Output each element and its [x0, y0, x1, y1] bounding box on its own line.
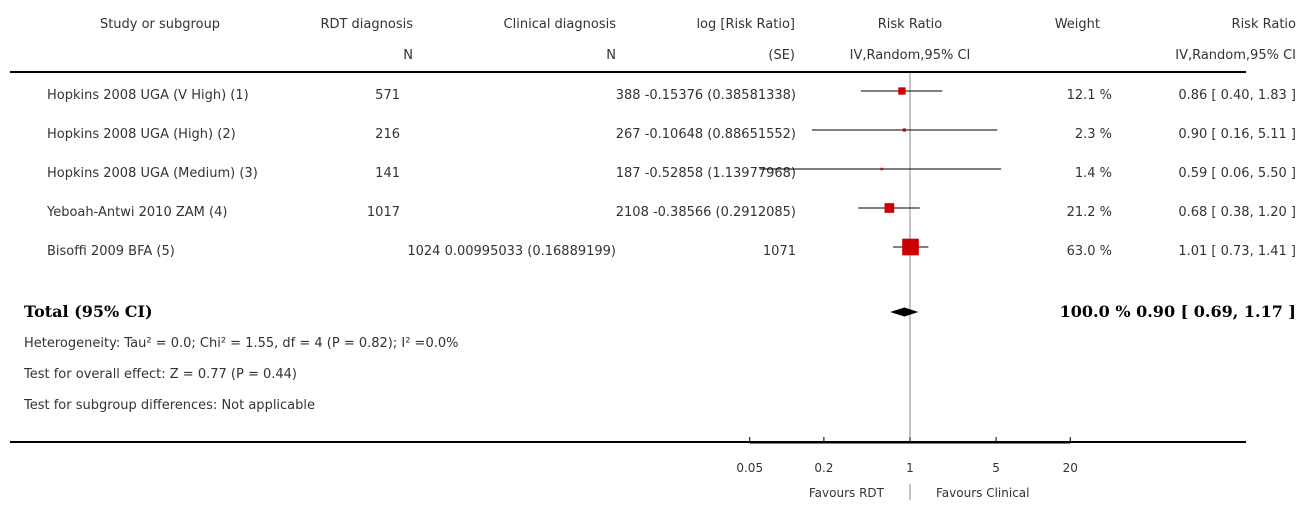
study-marker [880, 167, 884, 171]
row-weight: 12.1 % [1066, 88, 1112, 103]
overall-effect-text: Test for overall effect: Z = 0.77 (P = 0… [24, 367, 297, 382]
header-rule [10, 71, 1246, 73]
heterogeneity-text: Heterogeneity: Tau² = 0.0; Chi² = 1.55, … [24, 336, 459, 351]
row-rdt-logrr: 1024 0.00995033 (0.16889199) [407, 244, 616, 259]
header-clinical-n: N [606, 48, 616, 63]
x-tick-label: 0.2 [814, 461, 833, 475]
favours-clinical-label: Favours Clinical [936, 486, 1030, 500]
header-rr-sub: IV,Random,95% CI [1175, 48, 1296, 63]
row-ci: 0.86 [ 0.40, 1.83 ] [1178, 88, 1296, 103]
header-study: Study or subgroup [99, 17, 221, 32]
row-weight: 1.4 % [1074, 166, 1112, 181]
header-rr-plot: Risk Ratio [877, 17, 943, 32]
header-logrr: log [Risk Ratio] [696, 17, 795, 32]
row-study: Hopkins 2008 UGA (High) (2) [47, 127, 236, 142]
total-label: Total (95% CI) [24, 302, 153, 321]
row-clinical-logrr: 388 -0.15376 (0.38581338) [615, 88, 796, 103]
favours-rdt-label: Favours RDT [808, 486, 884, 500]
header-clinical: Clinical diagnosis [503, 17, 616, 32]
subgroup-diff-text: Test for subgroup differences: Not appli… [24, 398, 316, 413]
row-weight: 21.2 % [1066, 205, 1112, 220]
header-rdt-n: N [403, 48, 413, 63]
row-study: Hopkins 2008 UGA (Medium) (3) [47, 166, 258, 181]
row-rdt: 216 [375, 127, 400, 142]
row-clinical-logrr: 267 -0.10648 (0.88651552) [615, 127, 796, 142]
row-ci: 0.90 [ 0.16, 5.11 ] [1178, 127, 1296, 142]
header-rdt: RDT diagnosis [320, 17, 413, 32]
row-clinical: 1071 [762, 244, 796, 259]
row-rdt: 571 [375, 88, 400, 103]
row-weight: 2.3 % [1074, 127, 1112, 142]
row-rdt: 1017 [366, 205, 400, 220]
row-clinical-logrr: 2108 -0.38566 (0.2912085) [615, 205, 796, 220]
header-rr: Risk Ratio [1231, 17, 1296, 32]
study-marker [898, 87, 906, 95]
study-marker [902, 238, 919, 256]
study-marker [884, 203, 895, 213]
row-study: Hopkins 2008 UGA (V High) (1) [47, 88, 249, 103]
header-weight: Weight [1054, 17, 1100, 32]
row-study: Bisoffi 2009 BFA (5) [47, 244, 175, 259]
header-rr-plot-sub: IV,Random,95% CI [849, 48, 971, 63]
row-ci: 1.01 [ 0.73, 1.41 ] [1178, 244, 1296, 259]
x-tick-label: 5 [992, 461, 1000, 475]
row-weight: 63.0 % [1066, 244, 1112, 259]
total-weight-ci: 100.0 % 0.90 [ 0.69, 1.17 ] [1059, 302, 1296, 321]
row-clinical-logrr: 187 -0.52858 (1.13977968) [615, 166, 796, 181]
row-study: Yeboah-Antwi 2010 ZAM (4) [47, 205, 228, 220]
x-tick-label: 0.05 [736, 461, 763, 475]
study-marker [902, 128, 906, 132]
row-ci: 0.68 [ 0.38, 1.20 ] [1178, 205, 1296, 220]
x-tick-label: 1 [906, 461, 914, 475]
header-logrr-se: (SE) [768, 48, 795, 63]
x-tick-label: 20 [1063, 461, 1078, 475]
total-diamond [890, 307, 919, 317]
bottom-rule [10, 441, 1246, 443]
row-rdt: 141 [375, 166, 400, 181]
row-ci: 0.59 [ 0.06, 5.50 ] [1178, 166, 1296, 181]
